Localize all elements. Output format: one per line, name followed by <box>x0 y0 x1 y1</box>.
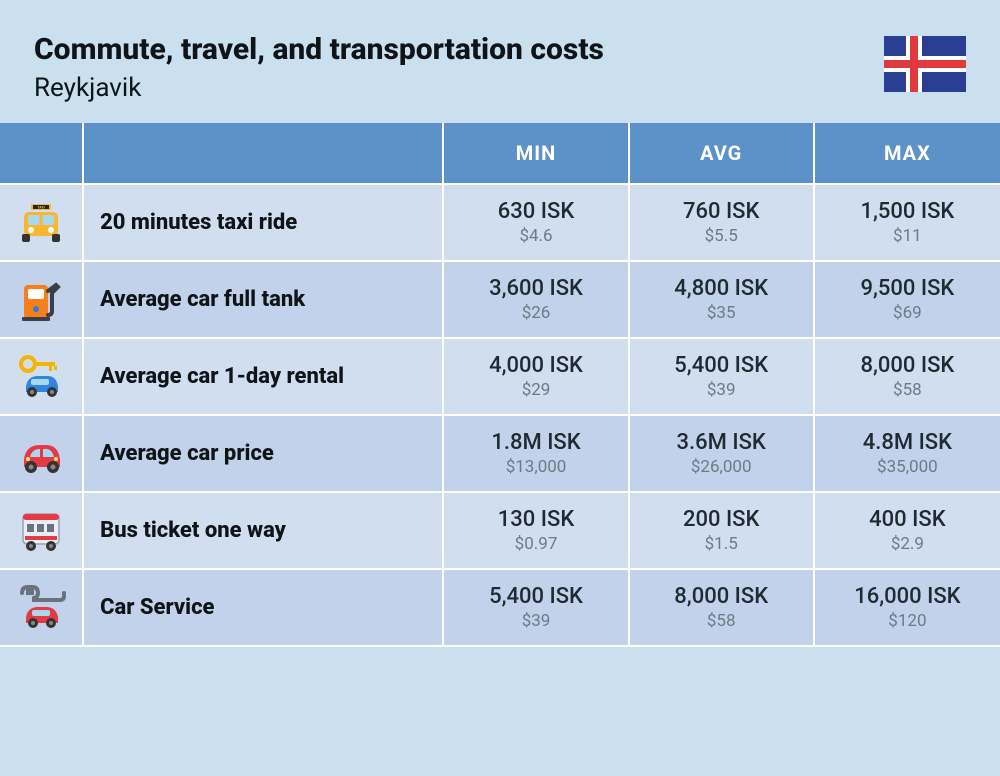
value-primary: 4,000 ISK <box>452 353 619 378</box>
taxi-icon: TAXI <box>0 185 84 262</box>
header: Commute, travel, and transportation cost… <box>0 0 1000 123</box>
row-label: Bus ticket one way <box>84 493 444 570</box>
table-row: Average car 1-day rental4,000 ISK$295,40… <box>0 339 1000 416</box>
value-primary: 9,500 ISK <box>823 276 992 301</box>
header-label-col <box>84 123 444 185</box>
cell-min: 130 ISK$0.97 <box>444 493 629 570</box>
value-primary: 630 ISK <box>452 199 619 224</box>
value-secondary: $2.9 <box>823 534 992 554</box>
value-primary: 5,400 ISK <box>452 584 619 609</box>
header-avg: AVG <box>630 123 815 185</box>
value-secondary: $58 <box>823 380 992 400</box>
table-row: TAXI 20 minutes taxi ride630 ISK$4.6760 … <box>0 185 1000 262</box>
cell-avg: 3.6M ISK$26,000 <box>630 416 815 493</box>
value-secondary: $69 <box>823 303 992 323</box>
value-primary: 16,000 ISK <box>823 584 992 609</box>
fuel-icon <box>0 262 84 339</box>
value-secondary: $26,000 <box>638 457 805 477</box>
car-icon <box>0 416 84 493</box>
cell-avg: 5,400 ISK$39 <box>630 339 815 416</box>
value-primary: 5,400 ISK <box>638 353 805 378</box>
cell-min: 630 ISK$4.6 <box>444 185 629 262</box>
value-secondary: $29 <box>452 380 619 400</box>
value-secondary: $39 <box>452 611 619 631</box>
value-primary: 3,600 ISK <box>452 276 619 301</box>
cell-max: 9,500 ISK$69 <box>815 262 1000 339</box>
table-row: Average car price1.8M ISK$13,0003.6M ISK… <box>0 416 1000 493</box>
page-subtitle: Reykjavik <box>34 73 604 103</box>
cell-avg: 200 ISK$1.5 <box>630 493 815 570</box>
value-secondary: $35 <box>638 303 805 323</box>
value-secondary: $4.6 <box>452 226 619 246</box>
row-label: Car Service <box>84 570 444 647</box>
value-primary: 200 ISK <box>638 507 805 532</box>
cell-max: 400 ISK$2.9 <box>815 493 1000 570</box>
row-label: Average car price <box>84 416 444 493</box>
cell-min: 1.8M ISK$13,000 <box>444 416 629 493</box>
value-primary: 760 ISK <box>638 199 805 224</box>
value-secondary: $39 <box>638 380 805 400</box>
value-primary: 8,000 ISK <box>638 584 805 609</box>
value-primary: 130 ISK <box>452 507 619 532</box>
row-label: Average car full tank <box>84 262 444 339</box>
table-row: Average car full tank3,600 ISK$264,800 I… <box>0 262 1000 339</box>
cell-max: 8,000 ISK$58 <box>815 339 1000 416</box>
row-label: 20 minutes taxi ride <box>84 185 444 262</box>
header-max: MAX <box>815 123 1000 185</box>
value-secondary: $11 <box>823 226 992 246</box>
value-primary: 1.8M ISK <box>452 430 619 455</box>
value-secondary: $5.5 <box>638 226 805 246</box>
table-header-row: MIN AVG MAX <box>0 123 1000 185</box>
table-row: Bus ticket one way130 ISK$0.97200 ISK$1.… <box>0 493 1000 570</box>
cell-max: 1,500 ISK$11 <box>815 185 1000 262</box>
header-min: MIN <box>444 123 629 185</box>
svg-text:TAXI: TAXI <box>37 205 45 209</box>
cell-min: 4,000 ISK$29 <box>444 339 629 416</box>
cell-min: 3,600 ISK$26 <box>444 262 629 339</box>
cell-avg: 760 ISK$5.5 <box>630 185 815 262</box>
value-primary: 400 ISK <box>823 507 992 532</box>
title-block: Commute, travel, and transportation cost… <box>34 32 604 103</box>
costs-table: MIN AVG MAX TAXI 20 minutes taxi ride630… <box>0 123 1000 647</box>
value-primary: 1,500 ISK <box>823 199 992 224</box>
value-secondary: $0.97 <box>452 534 619 554</box>
page-title: Commute, travel, and transportation cost… <box>34 32 604 67</box>
cell-max: 16,000 ISK$120 <box>815 570 1000 647</box>
value-secondary: $13,000 <box>452 457 619 477</box>
value-secondary: $120 <box>823 611 992 631</box>
iceland-flag-icon <box>884 36 966 96</box>
value-secondary: $26 <box>452 303 619 323</box>
table-row: Car Service5,400 ISK$398,000 ISK$5816,00… <box>0 570 1000 647</box>
value-secondary: $58 <box>638 611 805 631</box>
value-primary: 4,800 ISK <box>638 276 805 301</box>
value-secondary: $35,000 <box>823 457 992 477</box>
value-primary: 8,000 ISK <box>823 353 992 378</box>
rental-icon <box>0 339 84 416</box>
row-label: Average car 1-day rental <box>84 339 444 416</box>
service-icon <box>0 570 84 647</box>
value-primary: 4.8M ISK <box>823 430 992 455</box>
value-primary: 3.6M ISK <box>638 430 805 455</box>
bus-icon <box>0 493 84 570</box>
header-icon-col <box>0 123 84 185</box>
cell-min: 5,400 ISK$39 <box>444 570 629 647</box>
cell-avg: 8,000 ISK$58 <box>630 570 815 647</box>
value-secondary: $1.5 <box>638 534 805 554</box>
cell-max: 4.8M ISK$35,000 <box>815 416 1000 493</box>
cell-avg: 4,800 ISK$35 <box>630 262 815 339</box>
